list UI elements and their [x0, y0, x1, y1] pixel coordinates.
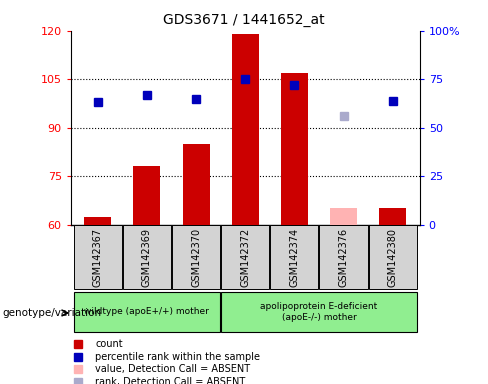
Bar [172, 225, 220, 289]
Bar [320, 225, 367, 289]
Bar [221, 292, 417, 332]
Text: GSM142370: GSM142370 [191, 228, 201, 287]
Bar [270, 225, 319, 289]
Text: rank, Detection Call = ABSENT: rank, Detection Call = ABSENT [95, 377, 245, 384]
Bar [379, 209, 406, 225]
Bar [281, 73, 308, 225]
Text: value, Detection Call = ABSENT: value, Detection Call = ABSENT [95, 364, 250, 374]
Bar [232, 34, 259, 225]
Bar [84, 217, 111, 225]
Text: count: count [95, 339, 123, 349]
Text: GSM142372: GSM142372 [240, 228, 250, 287]
Text: GSM142369: GSM142369 [142, 228, 152, 287]
Bar [330, 209, 357, 225]
Bar [221, 225, 269, 289]
Text: GSM142374: GSM142374 [289, 228, 299, 287]
Text: apolipoprotein E-deficient
(apoE-/-) mother: apolipoprotein E-deficient (apoE-/-) mot… [260, 302, 378, 322]
Bar [123, 225, 171, 289]
Bar [183, 144, 209, 225]
Text: genotype/variation: genotype/variation [2, 308, 102, 318]
Bar [133, 167, 161, 225]
Text: GDS3671 / 1441652_at: GDS3671 / 1441652_at [163, 13, 325, 27]
Text: GSM142376: GSM142376 [339, 228, 348, 287]
Text: wildtype (apoE+/+) mother: wildtype (apoE+/+) mother [84, 308, 209, 316]
Bar [74, 225, 122, 289]
Text: percentile rank within the sample: percentile rank within the sample [95, 352, 260, 362]
Bar [74, 292, 220, 332]
Text: GSM142380: GSM142380 [387, 228, 398, 287]
Text: GSM142367: GSM142367 [93, 228, 103, 287]
Bar [368, 225, 417, 289]
